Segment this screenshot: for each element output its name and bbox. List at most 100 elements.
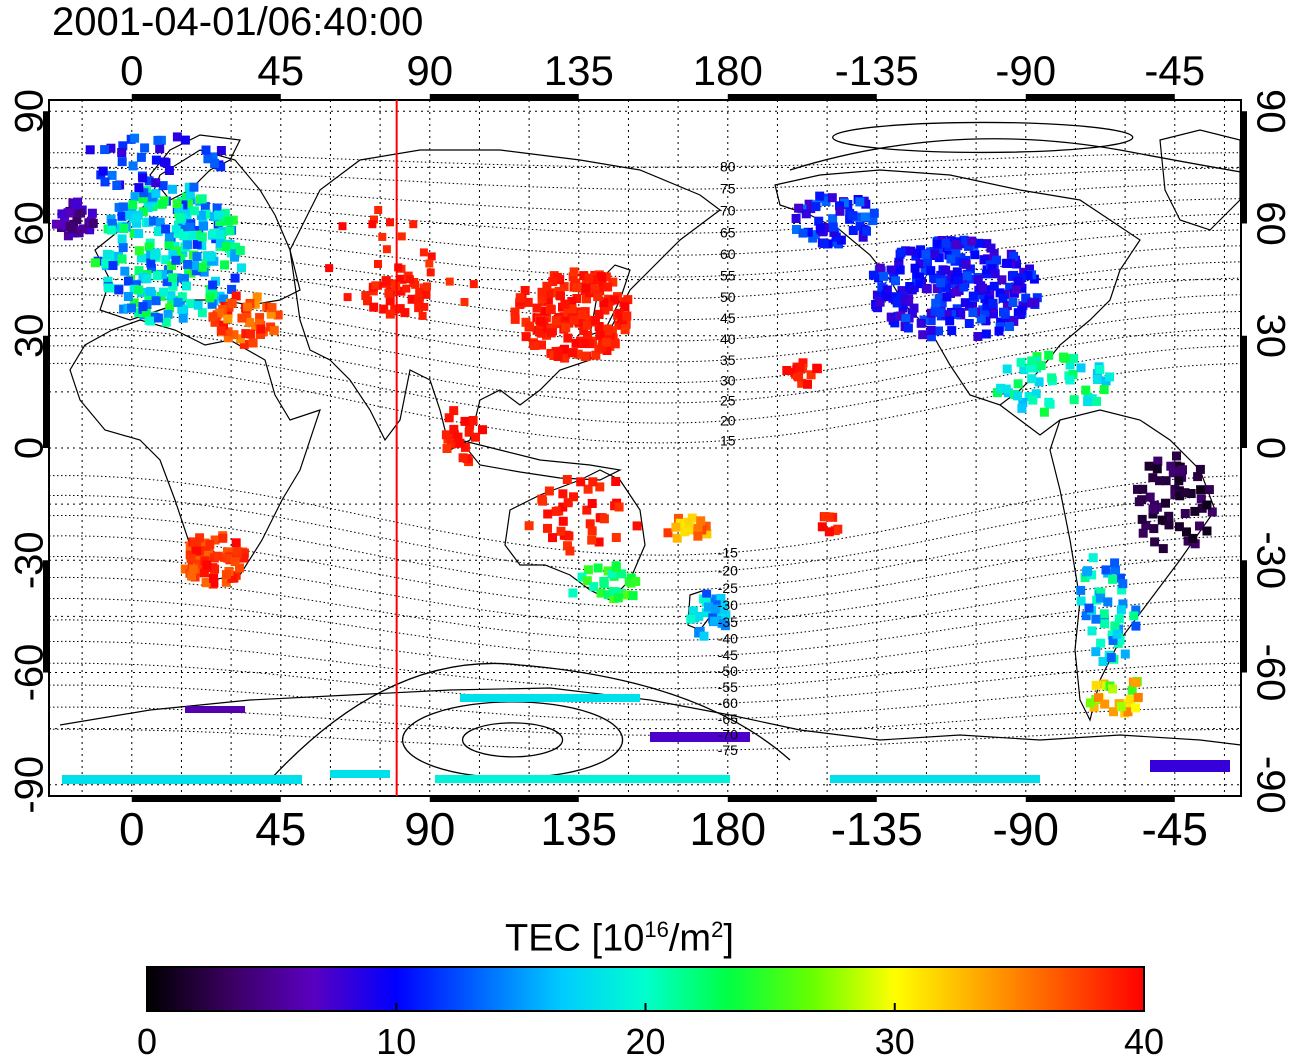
tec-point xyxy=(631,577,641,586)
tec-point xyxy=(711,594,721,604)
left-lat-tick-label: 30 xyxy=(8,313,52,358)
tec-point xyxy=(176,254,186,263)
tec-point xyxy=(921,283,931,293)
tec-point xyxy=(1002,364,1012,374)
tec-point xyxy=(568,588,578,598)
tec-point xyxy=(192,230,202,240)
tec-point xyxy=(695,626,705,636)
tec-point xyxy=(1091,680,1101,690)
tec-point xyxy=(1092,375,1102,384)
tec-point xyxy=(587,535,597,545)
tec-point xyxy=(117,234,127,244)
tec-point xyxy=(611,533,621,542)
tec-point xyxy=(1030,297,1040,307)
tec-point xyxy=(185,189,195,199)
tec-point xyxy=(1149,524,1159,534)
tec-point xyxy=(266,309,276,319)
tec-point xyxy=(151,178,161,188)
tec-point xyxy=(1190,539,1200,549)
tec-point xyxy=(215,230,225,240)
tec-point xyxy=(915,279,925,289)
tec-point xyxy=(1087,626,1097,636)
tec-point xyxy=(985,290,995,300)
tec-point xyxy=(85,225,95,235)
tec-point xyxy=(1044,350,1054,360)
tec-point xyxy=(153,227,163,236)
tec-point xyxy=(151,296,161,306)
tec-point xyxy=(1091,614,1101,624)
tec-point xyxy=(252,292,262,302)
tec-point xyxy=(594,322,604,331)
tec-point xyxy=(968,291,978,301)
tec-point xyxy=(945,316,955,326)
tec-point xyxy=(946,236,956,246)
tec-point xyxy=(254,318,264,328)
tec-point xyxy=(1107,630,1117,640)
tec-point xyxy=(189,206,199,216)
tec-point xyxy=(1183,536,1193,546)
tec-point xyxy=(1196,485,1206,495)
tec-point xyxy=(151,188,161,198)
tec-point xyxy=(338,222,347,231)
axis-bar-right xyxy=(1241,335,1247,448)
contour-label: -65 xyxy=(718,711,738,727)
tec-point xyxy=(255,313,265,323)
tec-point xyxy=(620,302,630,312)
tec-point xyxy=(146,316,156,326)
tec-point xyxy=(987,264,997,274)
tec-point xyxy=(597,342,607,352)
top-lon-tick-label: 90 xyxy=(406,47,453,94)
axis-bar-left xyxy=(43,335,49,448)
tec-point xyxy=(588,477,598,487)
tec-point xyxy=(827,193,837,203)
tec-point xyxy=(134,229,144,239)
tec-point xyxy=(215,238,225,248)
tec-point xyxy=(595,330,605,340)
tec-point xyxy=(167,261,176,271)
tec-point xyxy=(1076,585,1086,595)
tec-point xyxy=(143,203,153,213)
tec-point xyxy=(934,253,944,263)
tec-point xyxy=(1138,484,1148,494)
tec-point xyxy=(605,332,615,342)
tec-point xyxy=(1026,363,1036,373)
tec-point xyxy=(544,288,554,298)
tec-point xyxy=(1095,364,1105,374)
tec-point xyxy=(199,221,209,231)
tec-point xyxy=(808,233,818,243)
tec-point xyxy=(423,282,431,291)
tec-point xyxy=(1017,283,1027,293)
tec-point xyxy=(973,275,983,285)
contour-line xyxy=(49,706,1241,736)
tec-point xyxy=(542,281,552,291)
tec-point xyxy=(118,202,128,212)
tec-point xyxy=(981,316,991,326)
tec-point xyxy=(831,232,841,242)
tec-point xyxy=(469,280,478,289)
tec-point xyxy=(208,280,218,290)
tec-point xyxy=(524,521,534,531)
tec-point xyxy=(363,296,372,306)
tec-point xyxy=(246,329,256,339)
tec-point xyxy=(1091,647,1101,657)
tec-point xyxy=(242,302,252,312)
tec-point xyxy=(684,517,694,527)
tec-point xyxy=(200,201,210,211)
tec-point xyxy=(587,499,597,508)
tec-point xyxy=(861,212,871,222)
tec-point xyxy=(968,298,977,308)
tec-point xyxy=(997,275,1007,285)
tec-point xyxy=(196,210,206,220)
tec-point xyxy=(546,305,556,315)
tec-point xyxy=(608,277,618,287)
tec-point xyxy=(671,522,681,532)
tec-point xyxy=(820,512,830,522)
tec-point xyxy=(223,314,233,324)
tec-point xyxy=(181,207,191,217)
tec-point xyxy=(201,145,211,155)
tec-point xyxy=(189,182,199,192)
tec-point xyxy=(231,291,241,301)
tec-point xyxy=(120,266,130,276)
tec-point xyxy=(378,232,387,241)
tec-point xyxy=(620,325,630,335)
